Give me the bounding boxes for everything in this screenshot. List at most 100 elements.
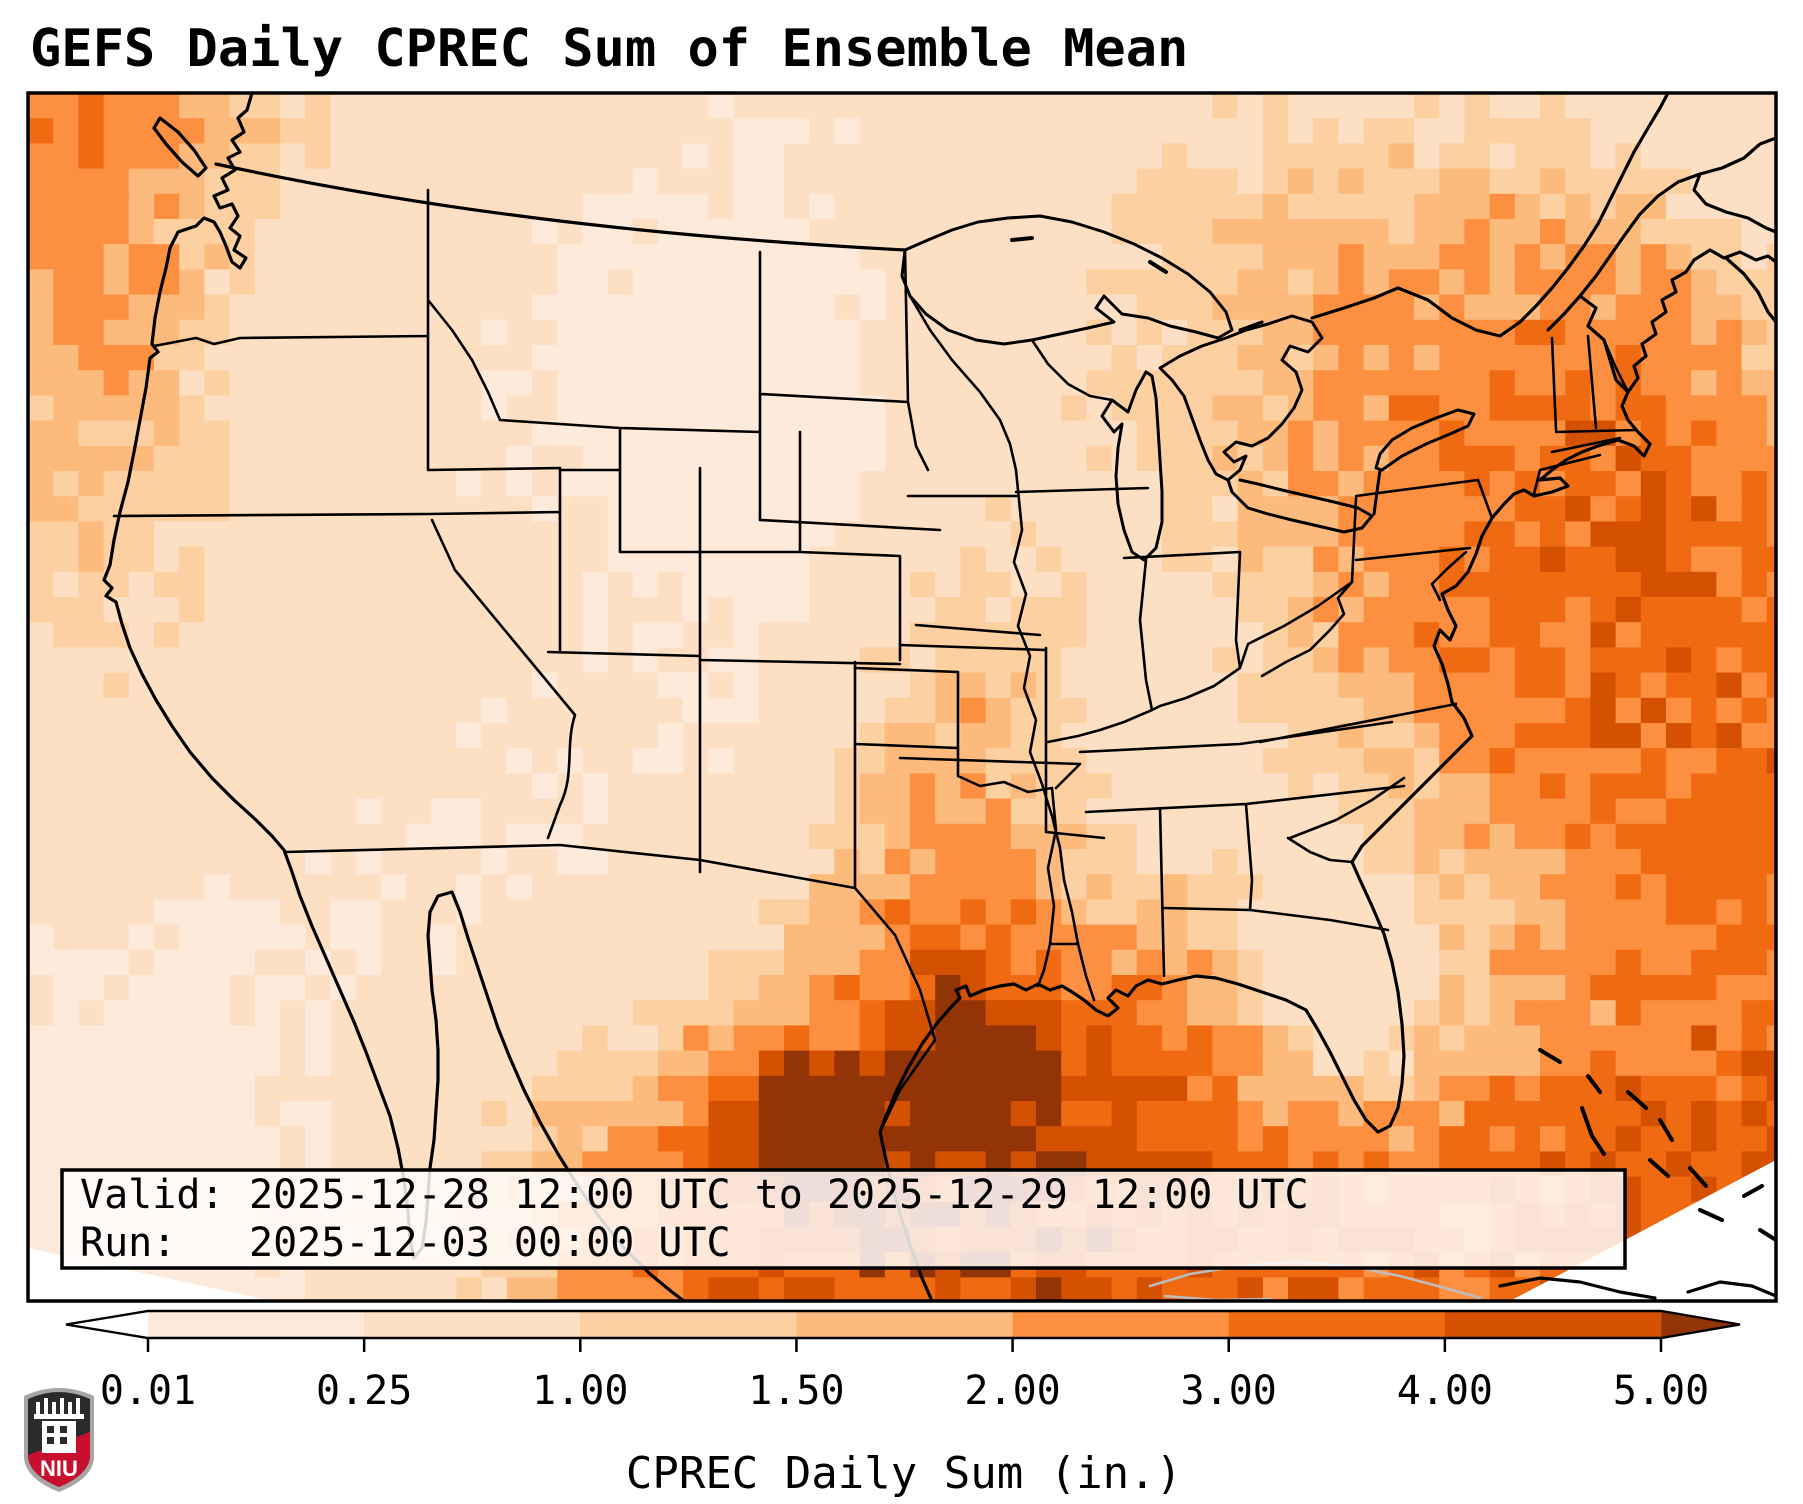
precip-cell xyxy=(1615,647,1642,674)
precip-cell xyxy=(607,168,634,195)
precip-cell xyxy=(28,773,54,800)
precip-cell xyxy=(1514,118,1541,144)
precip-cell xyxy=(1136,319,1163,346)
precip-cell xyxy=(1338,521,1365,548)
precip-cell xyxy=(179,597,205,623)
precip-cell xyxy=(1162,521,1188,548)
precip-cell xyxy=(456,622,483,648)
precip-cell xyxy=(1766,672,1776,699)
precip-cell xyxy=(960,823,987,850)
precip-cell xyxy=(1640,697,1667,724)
precip-cell xyxy=(380,319,407,346)
precip-cell xyxy=(960,874,987,900)
precip-cell xyxy=(1187,1050,1213,1077)
precip-cell xyxy=(1338,773,1365,800)
precip-cell xyxy=(708,521,735,548)
precip-cell xyxy=(1313,93,1339,119)
precip-cell xyxy=(910,168,936,195)
precip-cell xyxy=(1540,420,1566,447)
precip-cell xyxy=(280,1000,306,1026)
precip-cell xyxy=(910,571,936,598)
precip-cell xyxy=(607,597,634,623)
precip-cell xyxy=(582,445,609,472)
precip-cell xyxy=(834,672,861,699)
precip-cell xyxy=(481,874,508,900)
precip-cell xyxy=(1615,1000,1642,1026)
precip-cell xyxy=(229,269,256,296)
precip-cell xyxy=(1338,622,1365,648)
precip-cell xyxy=(708,496,735,522)
precip-cell xyxy=(1010,143,1037,170)
precip-cell xyxy=(758,798,785,825)
precip-cell xyxy=(985,1050,1012,1077)
precip-cell xyxy=(1036,899,1062,926)
precip-cell xyxy=(1615,1126,1642,1152)
precip-cell xyxy=(1313,445,1339,472)
precip-cell xyxy=(1691,118,1717,144)
precip-cell xyxy=(380,496,407,522)
precip-cell xyxy=(1313,748,1339,774)
precip-cell xyxy=(1086,345,1113,371)
precip-cell xyxy=(884,1000,911,1026)
precip-cell xyxy=(1136,647,1163,674)
precip-cell xyxy=(1036,597,1062,623)
precip-cell xyxy=(330,748,357,774)
precip-cell xyxy=(355,571,382,598)
precip-cell xyxy=(254,445,281,472)
precip-cell xyxy=(1514,219,1541,245)
precip-cell xyxy=(28,395,54,422)
precip-cell xyxy=(1237,949,1264,976)
precip-cell xyxy=(1036,1000,1062,1026)
precip-cell xyxy=(1666,949,1692,976)
precip-cell xyxy=(960,244,987,270)
precip-cell xyxy=(985,496,1012,522)
precip-cell xyxy=(1162,445,1188,472)
precip-cell xyxy=(431,1277,457,1301)
precip-cell xyxy=(758,1075,785,1102)
precip-cell xyxy=(1741,93,1768,119)
precip-cell xyxy=(809,193,835,220)
precip-cell xyxy=(758,168,785,195)
precip-cell xyxy=(229,395,256,422)
precip-cell xyxy=(1615,345,1642,371)
precip-cell xyxy=(355,193,382,220)
precip-cell xyxy=(784,345,810,371)
precip-cell xyxy=(53,471,79,497)
precip-cell xyxy=(305,1050,331,1077)
precip-cell xyxy=(1111,118,1138,144)
precip-cell xyxy=(1262,168,1289,195)
precip-cell xyxy=(53,622,79,648)
precip-cell xyxy=(1716,420,1743,447)
precip-cell xyxy=(128,193,155,220)
precip-cell xyxy=(1162,1126,1188,1152)
precip-cell xyxy=(179,244,205,270)
precip-cell xyxy=(557,1000,583,1026)
precip-cell xyxy=(28,1025,54,1052)
precip-cell xyxy=(582,244,609,270)
precip-cell xyxy=(532,672,558,699)
precip-cell xyxy=(1036,1277,1062,1301)
precip-cell xyxy=(28,924,54,951)
precip-cell xyxy=(1338,395,1365,422)
precip-cell xyxy=(1086,496,1113,522)
precip-cell xyxy=(204,571,231,598)
precip-cell xyxy=(229,773,256,800)
precip-cell xyxy=(330,244,357,270)
precip-cell xyxy=(78,823,105,850)
precip-cell xyxy=(1288,496,1314,522)
precip-cell xyxy=(1212,1025,1239,1052)
precip-cell xyxy=(607,193,634,220)
precip-cell xyxy=(305,647,331,674)
precip-cell xyxy=(204,597,231,623)
precip-cell xyxy=(1313,420,1339,447)
precip-cell xyxy=(1590,445,1617,472)
precip-cell xyxy=(330,1126,357,1152)
precip-cell xyxy=(280,622,306,648)
precip-cell xyxy=(280,1025,306,1052)
precip-cell xyxy=(103,924,130,951)
precip-cell xyxy=(1212,118,1239,144)
precip-cell xyxy=(884,118,911,144)
precip-cell xyxy=(456,1126,483,1152)
precip-cell xyxy=(1388,496,1415,522)
precip-cell xyxy=(1363,1000,1390,1026)
